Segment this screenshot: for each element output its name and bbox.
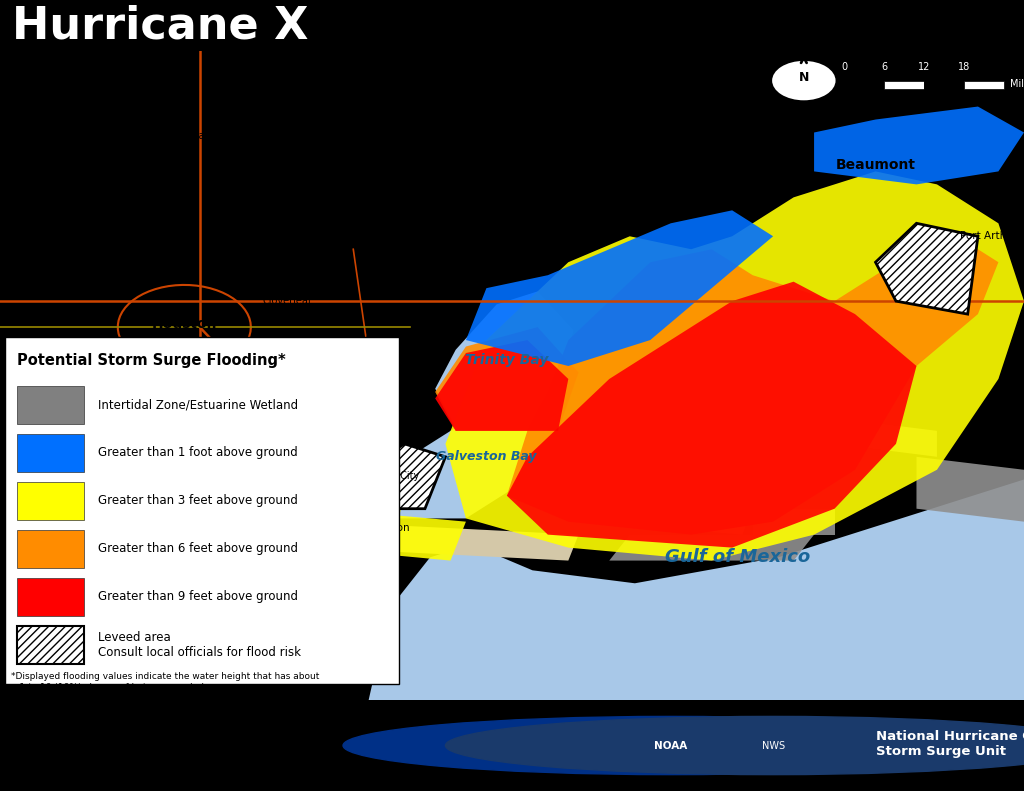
Text: Galveston: Galveston — [357, 523, 411, 533]
Bar — [964, 81, 1004, 89]
Text: Beaumont: Beaumont — [836, 158, 915, 172]
Text: Trinity Bay: Trinity Bay — [465, 353, 549, 366]
Text: Cloverleaf: Cloverleaf — [262, 296, 311, 306]
Text: 0: 0 — [842, 62, 848, 71]
Text: *Displayed flooding values indicate the water height that has about
a 1-in-10 (1: *Displayed flooding values indicate the … — [11, 672, 319, 691]
Text: League City: League City — [273, 419, 331, 430]
Text: Greater than 1 foot above ground: Greater than 1 foot above ground — [98, 446, 298, 460]
Text: Cypress: Cypress — [51, 228, 92, 238]
Polygon shape — [579, 496, 753, 535]
Text: Baytown: Baytown — [346, 335, 391, 345]
FancyBboxPatch shape — [17, 434, 84, 471]
Text: Houston: Houston — [152, 317, 217, 331]
Polygon shape — [814, 107, 1024, 184]
Text: 6: 6 — [882, 62, 888, 71]
Polygon shape — [369, 479, 1024, 700]
Text: Atascocita: Atascocita — [269, 228, 325, 238]
Polygon shape — [753, 509, 835, 535]
Text: Mission Bend: Mission Bend — [34, 335, 99, 345]
Polygon shape — [466, 210, 773, 366]
Polygon shape — [435, 327, 579, 431]
Polygon shape — [507, 282, 916, 547]
Text: La Porte: La Porte — [384, 354, 425, 365]
Polygon shape — [876, 223, 978, 314]
Text: Missouri City: Missouri City — [96, 410, 160, 420]
Text: Spring: Spring — [208, 183, 243, 193]
Polygon shape — [435, 291, 573, 428]
Text: The Woodlands: The Woodlands — [144, 131, 224, 141]
Text: Gulf of Mexico: Gulf of Mexico — [665, 548, 810, 566]
Polygon shape — [445, 172, 1024, 561]
FancyBboxPatch shape — [17, 578, 84, 615]
Text: Hurricane X: Hurricane X — [12, 4, 308, 47]
FancyBboxPatch shape — [17, 482, 84, 520]
Circle shape — [771, 60, 837, 101]
Text: 18: 18 — [957, 62, 970, 71]
Polygon shape — [364, 444, 445, 509]
Bar — [924, 81, 964, 89]
Text: Miles: Miles — [1010, 79, 1024, 89]
Text: NWS: NWS — [762, 740, 784, 751]
Text: Leveed area
Consult local officials for flood risk: Leveed area Consult local officials for … — [98, 631, 301, 659]
Text: Greater than 9 feet above ground: Greater than 9 feet above ground — [98, 590, 298, 604]
Text: 12: 12 — [918, 62, 931, 71]
Text: Intertidal Zone/Estuarine Wetland: Intertidal Zone/Estuarine Wetland — [98, 399, 298, 411]
Polygon shape — [338, 483, 404, 535]
Polygon shape — [835, 418, 937, 456]
Circle shape — [445, 717, 1024, 774]
Polygon shape — [916, 456, 1024, 522]
Text: National Hurricane Center
Storm Surge Unit: National Hurricane Center Storm Surge Un… — [876, 730, 1024, 758]
Polygon shape — [312, 509, 466, 561]
Text: NOAA: NOAA — [654, 740, 687, 751]
Text: Sugar Land: Sugar Land — [85, 396, 140, 407]
FancyBboxPatch shape — [5, 337, 399, 683]
Polygon shape — [435, 340, 568, 431]
Text: Port Arthur: Port Arthur — [959, 231, 1017, 241]
Text: Pasadena: Pasadena — [221, 358, 270, 368]
FancyBboxPatch shape — [17, 386, 84, 424]
Bar — [885, 81, 924, 89]
Circle shape — [343, 717, 998, 774]
Polygon shape — [507, 237, 998, 535]
Text: Galveston Bay: Galveston Bay — [436, 450, 537, 464]
Text: Channelview: Channelview — [270, 283, 334, 293]
Text: Greater than 3 feet above ground: Greater than 3 feet above ground — [98, 494, 298, 507]
Polygon shape — [609, 535, 814, 561]
Bar — [845, 81, 885, 89]
Polygon shape — [312, 522, 579, 561]
Text: Texas City: Texas City — [370, 471, 419, 481]
Text: N: N — [799, 71, 809, 84]
Text: Potential Storm Surge Flooding*: Potential Storm Surge Flooding* — [17, 353, 286, 368]
Polygon shape — [374, 428, 558, 518]
Text: Greater than 6 feet above ground: Greater than 6 feet above ground — [98, 543, 298, 555]
FancyBboxPatch shape — [17, 626, 84, 664]
FancyBboxPatch shape — [17, 530, 84, 568]
